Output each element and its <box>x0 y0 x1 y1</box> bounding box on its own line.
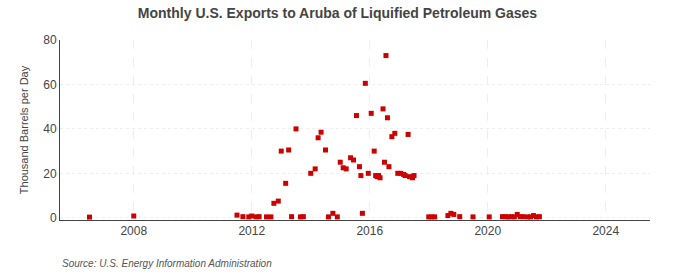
svg-text:Thousand Barrels per Day: Thousand Barrels per Day <box>18 65 30 194</box>
svg-text:Monthly U.S. Exports to Aruba: Monthly U.S. Exports to Aruba of Liquifi… <box>138 5 538 21</box>
svg-text:Source: U.S. Energy Informatio: Source: U.S. Energy Information Administ… <box>62 258 272 269</box>
svg-text:0: 0 <box>50 211 57 225</box>
svg-text:20: 20 <box>43 167 57 181</box>
svg-text:2008: 2008 <box>120 224 147 238</box>
svg-text:2024: 2024 <box>592 224 619 238</box>
svg-text:60: 60 <box>43 78 57 92</box>
svg-text:2012: 2012 <box>238 224 265 238</box>
svg-text:2016: 2016 <box>356 224 383 238</box>
svg-text:40: 40 <box>43 122 57 136</box>
svg-text:2020: 2020 <box>474 224 501 238</box>
svg-text:80: 80 <box>43 33 57 47</box>
